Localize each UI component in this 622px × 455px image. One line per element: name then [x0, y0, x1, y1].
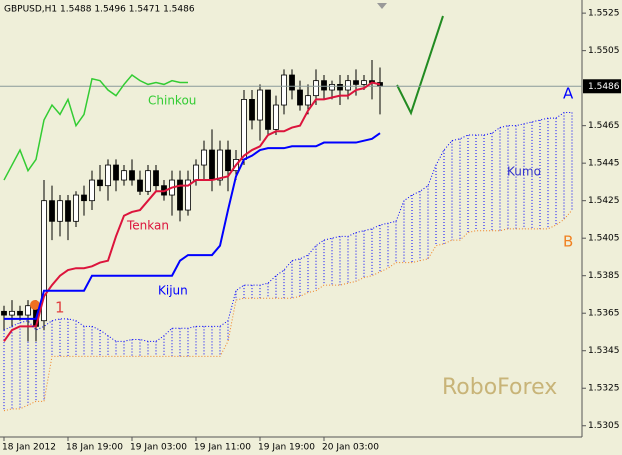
- y-tick-label: 1.5325: [588, 384, 620, 394]
- candle-body: [321, 80, 327, 91]
- candle-body: [49, 200, 55, 222]
- candle-body: [289, 74, 295, 91]
- indicator-line: [3, 81, 381, 342]
- x-tick-label: 19 Jan 11:00: [194, 443, 251, 453]
- chart-title: GBPUSD,H1 1.5488 1.5496 1.5471 1.5486: [4, 5, 195, 15]
- plot-area: [1, 60, 573, 411]
- y-tick-label: 1.5365: [588, 309, 620, 319]
- shift-marker: [377, 3, 387, 9]
- candle-body: [217, 149, 223, 181]
- candle-body: [129, 170, 135, 181]
- candle-body: [265, 89, 271, 130]
- candle-body: [353, 80, 359, 85]
- candle-body: [241, 99, 247, 160]
- indicator-line: [3, 209, 573, 412]
- candle-body: [345, 80, 351, 91]
- x-tick-label: 19 Jan 19:00: [258, 443, 315, 453]
- annotation: 1: [55, 299, 65, 317]
- candle-body: [337, 83, 343, 91]
- candle-body: [41, 200, 47, 322]
- candle-body: [65, 200, 71, 222]
- candle-body: [249, 99, 255, 121]
- candle-body: [145, 170, 151, 192]
- candle-body: [153, 170, 159, 187]
- candle-body: [1, 310, 7, 316]
- y-tick-label: 1.5385: [588, 271, 620, 281]
- indicator-line: [4, 132, 381, 320]
- y-tick-label: 1.5425: [588, 196, 620, 206]
- forecast-arrow: [396, 15, 444, 116]
- candle-body: [137, 179, 143, 192]
- x-tick-label: 20 Jan 03:00: [322, 443, 379, 453]
- price-label: 1.5486: [588, 82, 620, 92]
- y-tick-label: 1.5505: [588, 46, 620, 56]
- series-label: B: [563, 233, 573, 251]
- y-tick-label: 1.5305: [588, 421, 620, 431]
- candle-body: [209, 149, 215, 181]
- candle-body: [281, 74, 287, 106]
- y-tick-label: 1.5525: [588, 9, 620, 19]
- candle-body: [73, 194, 79, 222]
- candle-body: [329, 83, 335, 91]
- x-tick-label: 18 Jan 19:00: [66, 443, 123, 453]
- y-tick-label: 1.5405: [588, 234, 620, 244]
- x-tick-label: 19 Jan 03:00: [130, 443, 187, 453]
- candle-body: [257, 89, 263, 121]
- series-label: Tenkan: [126, 219, 169, 233]
- candle-body: [185, 179, 191, 211]
- price-label-box: [583, 79, 621, 94]
- candle-body: [113, 164, 119, 181]
- candle-body: [305, 95, 311, 106]
- candle-body: [25, 305, 31, 316]
- y-tick-label: 1.5345: [588, 346, 620, 356]
- candle-body: [193, 164, 199, 181]
- indicator-line: [3, 74, 188, 181]
- y-tick-label: 1.5445: [588, 159, 620, 169]
- candle-body: [201, 149, 207, 166]
- annotation: RoboForex: [442, 375, 557, 400]
- candle-body: [89, 179, 95, 202]
- candle-body: [81, 194, 87, 202]
- candle-body: [313, 80, 319, 97]
- signal-dot: [30, 300, 40, 310]
- candle-body: [225, 149, 231, 172]
- candle-body: [121, 170, 127, 181]
- candle-body: [9, 310, 15, 316]
- series-label: Chinkou: [148, 94, 196, 108]
- series-label: Kijun: [158, 284, 188, 298]
- candle-body: [297, 89, 303, 106]
- candle-body: [273, 104, 279, 130]
- y-tick-label: 1.5465: [588, 121, 620, 131]
- candle-body: [177, 179, 183, 211]
- candle-body: [105, 164, 111, 187]
- x-tick-label: 18 Jan 2012: [2, 443, 56, 453]
- candle-body: [17, 310, 23, 316]
- annotation: Kumo: [507, 165, 541, 179]
- candle-body: [97, 179, 103, 187]
- series-label: A: [563, 85, 574, 103]
- candle-body: [361, 80, 367, 85]
- candle-body: [57, 200, 63, 222]
